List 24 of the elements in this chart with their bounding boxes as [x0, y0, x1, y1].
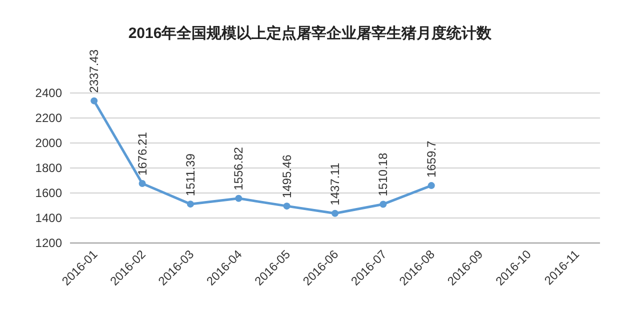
point [283, 202, 290, 210]
y-tick-label: 2200 [35, 111, 62, 125]
point [380, 200, 387, 208]
y-tick-label: 2000 [35, 136, 62, 150]
point [332, 210, 338, 217]
point [138, 180, 146, 187]
point [90, 97, 98, 104]
y-tick-label: 1200 [35, 236, 62, 250]
point [186, 200, 194, 208]
data-label: 2337.43 [87, 49, 102, 93]
y-tick-label: 2400 [35, 86, 62, 100]
y-tick-label: 1600 [35, 186, 62, 200]
data-label: 1659.7 [424, 140, 438, 178]
chart-title: 2016年全国规模以上定点屠宰企业屠宰生猪月度统计数 [128, 24, 493, 42]
data-label: 1676.21 [135, 132, 150, 176]
point [235, 194, 242, 202]
data-label: 1510.18 [376, 152, 390, 196]
point [428, 182, 435, 190]
data-label: 1556.82 [232, 146, 246, 190]
data-label: 1495.46 [280, 154, 294, 198]
data-label: 1511.39 [183, 153, 198, 196]
y-tick-label: 1800 [35, 161, 62, 175]
y-tick-label: 1400 [35, 211, 62, 225]
data-label: 1437.11 [328, 162, 342, 206]
